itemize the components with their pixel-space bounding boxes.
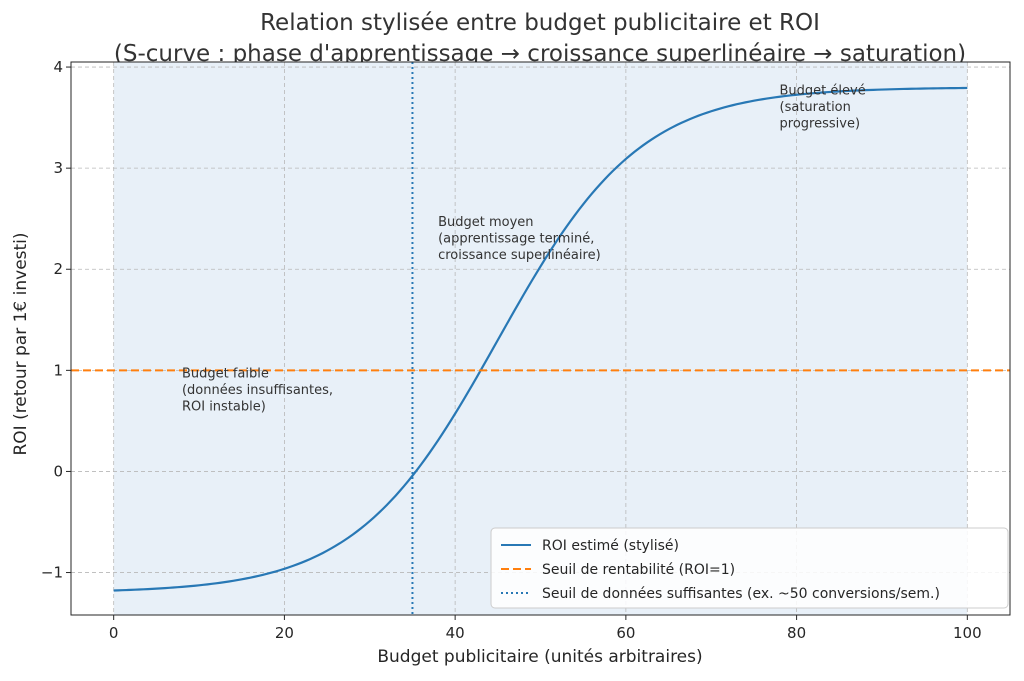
annotation-line: (données insuffisantes, xyxy=(182,383,333,398)
x-tick-label: 80 xyxy=(787,624,806,642)
annotation: Budget moyen(apprentissage terminé, crois… xyxy=(438,215,601,263)
annotation-line: ROI instable) xyxy=(182,399,266,414)
legend-box xyxy=(490,527,1009,609)
x-tick-label: 20 xyxy=(275,624,294,642)
shaded-region xyxy=(113,62,968,615)
roi-curve xyxy=(113,86,968,592)
x-tick-label: 60 xyxy=(616,624,635,642)
x-tick-label: 40 xyxy=(446,624,465,642)
plot-frame xyxy=(70,61,1011,616)
annotation-line: (apprentissage terminé, xyxy=(438,231,594,246)
x-axis-label: Budget publicitaire (unités arbitraires) xyxy=(377,647,702,667)
annotation-line: Budget élevé xyxy=(780,83,866,98)
legend: ROI estimé (stylisé) Seuil de rentabilité… xyxy=(490,527,1009,609)
annotation-line: (saturation xyxy=(780,100,851,115)
y-tick-label: 2 xyxy=(53,260,63,278)
x-tick-label: 0 xyxy=(109,624,119,642)
legend-label: Seuil de données suffisantes (ex. ~50 co… xyxy=(542,586,940,602)
legend-label: ROI estimé (stylisé) xyxy=(542,538,679,554)
y-tick-label: 0 xyxy=(53,462,63,480)
x-tick-label: 100 xyxy=(953,624,982,642)
chart-title-line-1: Relation stylisée entre budget publicita… xyxy=(260,10,820,36)
annotation-line: Budget faible xyxy=(182,366,269,381)
annotation: Budget faible (données insuffisantes,ROI … xyxy=(182,366,333,414)
y-tick-label: 3 xyxy=(53,159,63,177)
annotation-line: croissance superlinéaire) xyxy=(438,248,601,263)
legend-label: Seuil de rentabilité (ROI=1) xyxy=(542,562,735,578)
y-tick-label: −1 xyxy=(41,564,63,582)
y-tick-label: 4 xyxy=(53,58,63,76)
annotation-line: Budget moyen xyxy=(438,215,533,230)
y-tick-label: 1 xyxy=(53,361,63,379)
annotation-line: progressive) xyxy=(780,116,861,131)
y-axis-label: ROI (retour par 1€ investi) xyxy=(11,232,31,455)
